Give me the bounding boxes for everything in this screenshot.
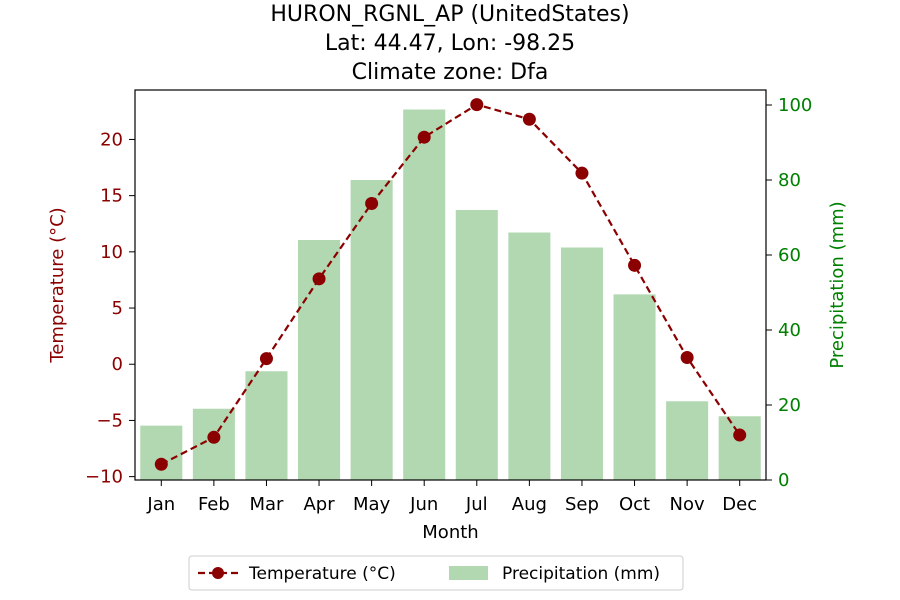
precipitation-bars bbox=[140, 109, 761, 480]
temperature-point bbox=[628, 258, 642, 272]
precipitation-bar bbox=[350, 180, 393, 480]
x-axis-label: Month bbox=[422, 522, 478, 543]
temperature-point bbox=[154, 457, 168, 471]
precipitation-axis: 0 20 40 60 80 100 Precipitation (mm) bbox=[766, 95, 848, 491]
temperature-tick-label: 20 bbox=[100, 129, 123, 150]
precipitation-bar bbox=[613, 294, 656, 480]
precipitation-bar bbox=[245, 371, 288, 480]
x-tick-label: Mar bbox=[249, 494, 284, 515]
temperature-point bbox=[733, 428, 747, 442]
temperature-axis-label: Temperature (°C) bbox=[47, 207, 68, 363]
temperature-point bbox=[312, 272, 326, 286]
x-tick-label: Feb bbox=[198, 494, 230, 515]
temperature-point bbox=[259, 352, 273, 366]
legend-temperature-marker bbox=[212, 567, 224, 579]
precipitation-bar bbox=[403, 109, 446, 480]
x-axis: Jan Feb Mar Apr May Jun Jul Aug Sep Oct Nov Dec Mont… bbox=[146, 480, 757, 543]
temperature-line bbox=[160, 103, 741, 466]
legend-frame bbox=[188, 555, 684, 591]
temperature-tick-label: 5 bbox=[112, 298, 123, 319]
temperature-point bbox=[207, 430, 221, 444]
x-tick-label: May bbox=[353, 494, 391, 515]
precipitation-tick-label: 40 bbox=[778, 320, 801, 341]
temperature-tick-label: 0 bbox=[112, 354, 123, 375]
x-tick-label: Dec bbox=[722, 494, 757, 515]
x-tick-label: Jun bbox=[409, 494, 438, 515]
temperature-tick-label: 15 bbox=[100, 186, 123, 207]
temperature-point bbox=[417, 130, 431, 144]
x-tick-label: Sep bbox=[565, 494, 599, 515]
precipitation-tick-label: 20 bbox=[778, 395, 801, 416]
precipitation-bar bbox=[455, 210, 498, 480]
precipitation-bar bbox=[560, 247, 603, 480]
precipitation-tick-label: 100 bbox=[778, 95, 812, 116]
precipitation-bar bbox=[140, 425, 183, 480]
legend-precipitation-swatch bbox=[449, 566, 488, 580]
precipitation-axis-label: Precipitation (mm) bbox=[827, 201, 848, 368]
chart-title-block: HURON_RGNL_AP (UnitedStates) Lat: 44.47, … bbox=[270, 2, 629, 85]
precipitation-bar bbox=[192, 408, 235, 480]
temperature-tick-label: −5 bbox=[96, 410, 123, 431]
legend: Temperature (°C) Precipitation (mm) bbox=[188, 555, 684, 591]
x-tick-label: Aug bbox=[512, 494, 547, 515]
temperature-point bbox=[680, 350, 694, 364]
temperature-series bbox=[154, 98, 747, 471]
x-tick-label: Jul bbox=[465, 494, 488, 515]
chart-title-line: Lat: 44.47, Lon: -98.25 bbox=[325, 31, 575, 56]
temperature-point bbox=[365, 197, 379, 211]
legend-precipitation-label: Precipitation (mm) bbox=[502, 564, 660, 584]
legend-temperature-label: Temperature (°C) bbox=[248, 564, 396, 584]
temperature-point bbox=[575, 166, 589, 180]
chart-title-line: HURON_RGNL_AP (UnitedStates) bbox=[270, 2, 629, 27]
temperature-tick-label: −10 bbox=[85, 467, 123, 488]
precipitation-tick-label: 80 bbox=[778, 170, 801, 191]
temperature-axis: −10 −5 0 5 10 15 20 Temperature (°C) bbox=[47, 129, 135, 488]
precipitation-bar bbox=[666, 401, 709, 480]
x-tick-label: Jan bbox=[146, 494, 175, 515]
precipitation-tick-label: 60 bbox=[778, 245, 801, 266]
precipitation-tick-label: 0 bbox=[778, 470, 789, 491]
x-tick-label: Apr bbox=[303, 494, 335, 515]
precipitation-bar bbox=[718, 416, 761, 480]
precipitation-bar bbox=[508, 232, 551, 480]
chart-title-line: Climate zone: Dfa bbox=[352, 60, 549, 85]
temperature-point bbox=[522, 112, 536, 126]
temperature-tick-label: 10 bbox=[100, 242, 123, 263]
x-tick-label: Oct bbox=[619, 494, 650, 515]
temperature-point bbox=[470, 98, 484, 112]
x-tick-label: Nov bbox=[670, 494, 705, 515]
plot-frame bbox=[134, 89, 767, 481]
